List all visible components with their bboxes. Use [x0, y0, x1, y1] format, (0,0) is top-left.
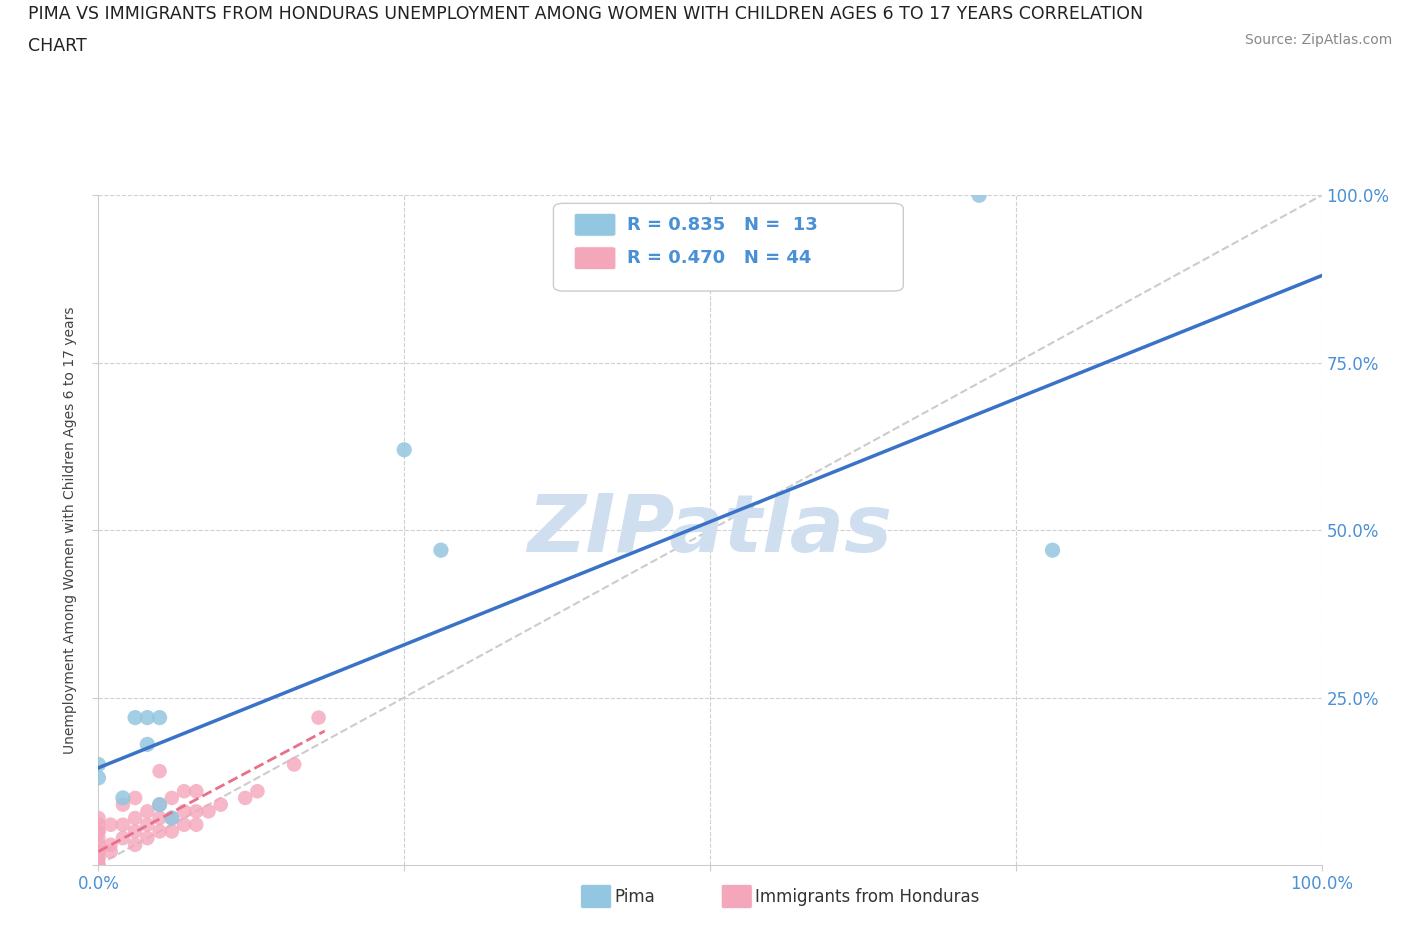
Point — [87, 811, 110, 826]
Point — [392, 443, 416, 458]
FancyBboxPatch shape — [574, 213, 616, 236]
Point — [186, 817, 208, 832]
Point — [111, 790, 134, 805]
Text: R = 0.470   N = 44: R = 0.470 N = 44 — [627, 249, 811, 267]
Text: PIMA VS IMMIGRANTS FROM HONDURAS UNEMPLOYMENT AMONG WOMEN WITH CHILDREN AGES 6 T: PIMA VS IMMIGRANTS FROM HONDURAS UNEMPLO… — [28, 5, 1143, 22]
Text: Immigrants from Honduras: Immigrants from Honduras — [755, 887, 980, 906]
Point — [209, 797, 232, 812]
Point — [233, 790, 256, 805]
Point — [136, 737, 159, 751]
Point — [87, 757, 110, 772]
Point — [87, 824, 110, 839]
Y-axis label: Unemployment Among Women with Children Ages 6 to 17 years: Unemployment Among Women with Children A… — [63, 306, 77, 754]
Point — [1042, 543, 1064, 558]
Text: Source: ZipAtlas.com: Source: ZipAtlas.com — [1244, 33, 1392, 46]
Point — [111, 797, 134, 812]
Point — [149, 797, 172, 812]
Point — [149, 711, 172, 725]
Point — [136, 804, 159, 818]
Point — [186, 804, 208, 818]
Point — [87, 844, 110, 859]
FancyBboxPatch shape — [574, 246, 616, 270]
Point — [87, 817, 110, 832]
Point — [87, 770, 110, 785]
Point — [87, 837, 110, 852]
Point — [111, 817, 134, 832]
Point — [160, 811, 183, 826]
Point — [149, 824, 172, 839]
Point — [124, 824, 146, 839]
FancyBboxPatch shape — [554, 204, 903, 291]
Point — [430, 543, 453, 558]
Point — [197, 804, 219, 818]
Point — [160, 811, 183, 826]
Point — [87, 830, 110, 845]
Point — [173, 817, 195, 832]
Point — [136, 830, 159, 845]
Point — [87, 824, 110, 839]
Point — [160, 824, 183, 839]
Point — [246, 784, 269, 799]
Point — [136, 711, 159, 725]
Point — [124, 811, 146, 826]
Point — [173, 804, 195, 818]
Point — [283, 757, 305, 772]
Point — [124, 837, 146, 852]
Text: CHART: CHART — [28, 37, 87, 55]
Point — [124, 790, 146, 805]
Text: Pima: Pima — [614, 887, 655, 906]
Point — [149, 797, 172, 812]
Point — [149, 764, 172, 778]
Point — [136, 817, 159, 832]
Point — [87, 844, 110, 859]
Point — [967, 188, 990, 203]
Point — [111, 830, 134, 845]
Point — [124, 711, 146, 725]
Point — [87, 857, 110, 872]
Point — [186, 784, 208, 799]
Point — [160, 790, 183, 805]
Text: ZIPatlas: ZIPatlas — [527, 491, 893, 569]
Point — [149, 811, 172, 826]
Point — [308, 711, 330, 725]
Point — [87, 851, 110, 866]
Point — [100, 817, 122, 832]
Point — [87, 851, 110, 866]
Point — [100, 837, 122, 852]
Point — [100, 844, 122, 859]
Text: R = 0.835   N =  13: R = 0.835 N = 13 — [627, 216, 818, 233]
Point — [173, 784, 195, 799]
Point — [87, 857, 110, 872]
